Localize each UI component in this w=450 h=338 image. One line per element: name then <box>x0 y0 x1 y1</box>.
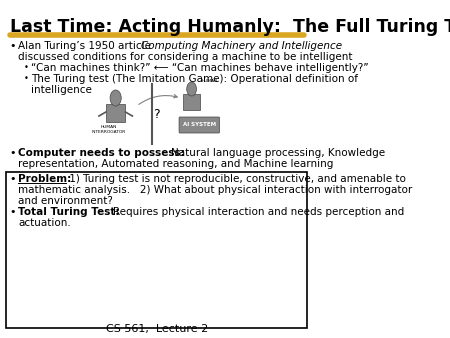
Text: Requires physical interaction and needs perception and: Requires physical interaction and needs … <box>112 207 404 217</box>
Text: HUMAN
INTERROGATOR: HUMAN INTERROGATOR <box>91 125 126 134</box>
Circle shape <box>187 82 197 96</box>
Text: and environment?: and environment? <box>18 196 113 206</box>
Text: representation, Automated reasoning, and Machine learning: representation, Automated reasoning, and… <box>18 159 333 169</box>
Circle shape <box>110 90 121 106</box>
Text: Problem:: Problem: <box>18 174 72 184</box>
Text: The Turing test (The Imitation Game): Operational definition of: The Turing test (The Imitation Game): Op… <box>31 74 358 84</box>
Text: Alan Turing’s 1950 article: Alan Turing’s 1950 article <box>18 41 154 51</box>
Text: Computing Machinery and Intelligence: Computing Machinery and Intelligence <box>140 41 342 51</box>
Bar <box>106 104 126 122</box>
Text: Total Turing Test:: Total Turing Test: <box>18 207 123 217</box>
Text: AI SYSTEM: AI SYSTEM <box>183 122 216 127</box>
Text: ?: ? <box>153 107 160 121</box>
Text: Natural language processing, Knowledge: Natural language processing, Knowledge <box>171 148 385 158</box>
Text: •: • <box>24 63 28 72</box>
FancyArrowPatch shape <box>139 95 177 104</box>
FancyBboxPatch shape <box>179 117 220 133</box>
Text: •: • <box>10 148 16 158</box>
Bar <box>5 172 306 328</box>
Text: discussed conditions for considering a machine to be intelligent: discussed conditions for considering a m… <box>18 52 353 62</box>
Text: •: • <box>10 174 16 184</box>
Text: intelligence: intelligence <box>31 85 91 95</box>
Bar <box>183 94 200 110</box>
Text: 1) Turing test is not reproducible, constructive, and amenable to: 1) Turing test is not reproducible, cons… <box>66 174 406 184</box>
Text: Last Time: Acting Humanly:  The Full Turing Test: Last Time: Acting Humanly: The Full Turi… <box>10 18 450 36</box>
Text: HUMAN: HUMAN <box>202 79 218 83</box>
Text: •: • <box>24 74 28 83</box>
Text: •: • <box>10 41 16 51</box>
Text: actuation.: actuation. <box>18 218 71 228</box>
Text: “Can machines think?” ⟵ “Can machines behave intelligently?”: “Can machines think?” ⟵ “Can machines be… <box>31 63 368 73</box>
Text: mathematic analysis.   2) What about physical interaction with interrogator: mathematic analysis. 2) What about physi… <box>18 185 412 195</box>
Text: CS 561,  Lecture 2: CS 561, Lecture 2 <box>106 324 208 334</box>
Text: Computer needs to possess:: Computer needs to possess: <box>18 148 189 158</box>
Text: •: • <box>10 207 16 217</box>
